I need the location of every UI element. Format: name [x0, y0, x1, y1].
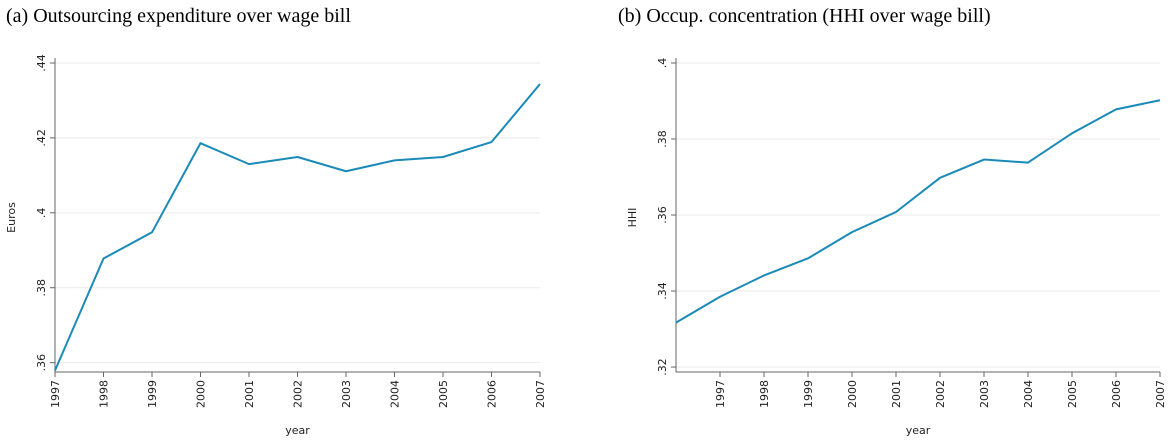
chart-title: (a) Outsourcing expenditure over wage bi… — [6, 5, 351, 27]
y-tick-label: .34 — [656, 282, 669, 300]
y-tick-label: .4 — [656, 58, 669, 69]
x-axis-label: year — [906, 424, 931, 437]
x-tick-label: 2007 — [1154, 380, 1167, 408]
x-tick-label: 1998 — [98, 380, 111, 408]
line — [54, 83, 541, 371]
x-tick-label: 2002 — [934, 380, 947, 408]
y-axis-label: HHI — [626, 208, 639, 228]
x-tick-label: 2005 — [437, 380, 450, 408]
x-tick-label: 1998 — [758, 380, 771, 408]
x-tick-label: 2006 — [1110, 380, 1123, 408]
x-tick-label: 2001 — [243, 380, 256, 408]
y-tick-label: .4 — [35, 208, 48, 219]
y-tick-label: .44 — [35, 54, 48, 72]
x-tick-label: 2001 — [890, 380, 903, 408]
y-axis-label: Euros — [5, 202, 18, 233]
x-tick-label: 1997 — [714, 380, 727, 408]
line — [675, 99, 1161, 324]
x-tick-label: 2003 — [340, 380, 353, 408]
chart-title: (b) Occup. concentration (HHI over wage … — [618, 5, 991, 27]
y-tick-label: .42 — [35, 129, 48, 147]
x-tick-label: 2007 — [534, 380, 547, 408]
x-tick-label: 2002 — [292, 380, 305, 408]
x-tick-label: 1999 — [802, 380, 815, 408]
x-tick-label: 2000 — [195, 380, 208, 408]
x-tick-label: 2005 — [1066, 380, 1079, 408]
x-axis-label: year — [285, 424, 310, 437]
x-tick-label: 2004 — [1022, 380, 1035, 408]
y-tick-label: .32 — [656, 358, 669, 376]
x-tick-label: 2003 — [978, 380, 991, 408]
y-tick-label: .36 — [35, 354, 48, 372]
x-tick-label: 2006 — [486, 380, 499, 408]
x-tick-label: 2004 — [389, 380, 402, 408]
x-tick-label: 1999 — [146, 380, 159, 408]
x-tick-label: 2000 — [846, 380, 859, 408]
y-tick-label: .38 — [35, 279, 48, 297]
x-tick-label: 1997 — [49, 380, 62, 408]
y-tick-label: .38 — [656, 130, 669, 148]
y-tick-label: .36 — [656, 206, 669, 224]
